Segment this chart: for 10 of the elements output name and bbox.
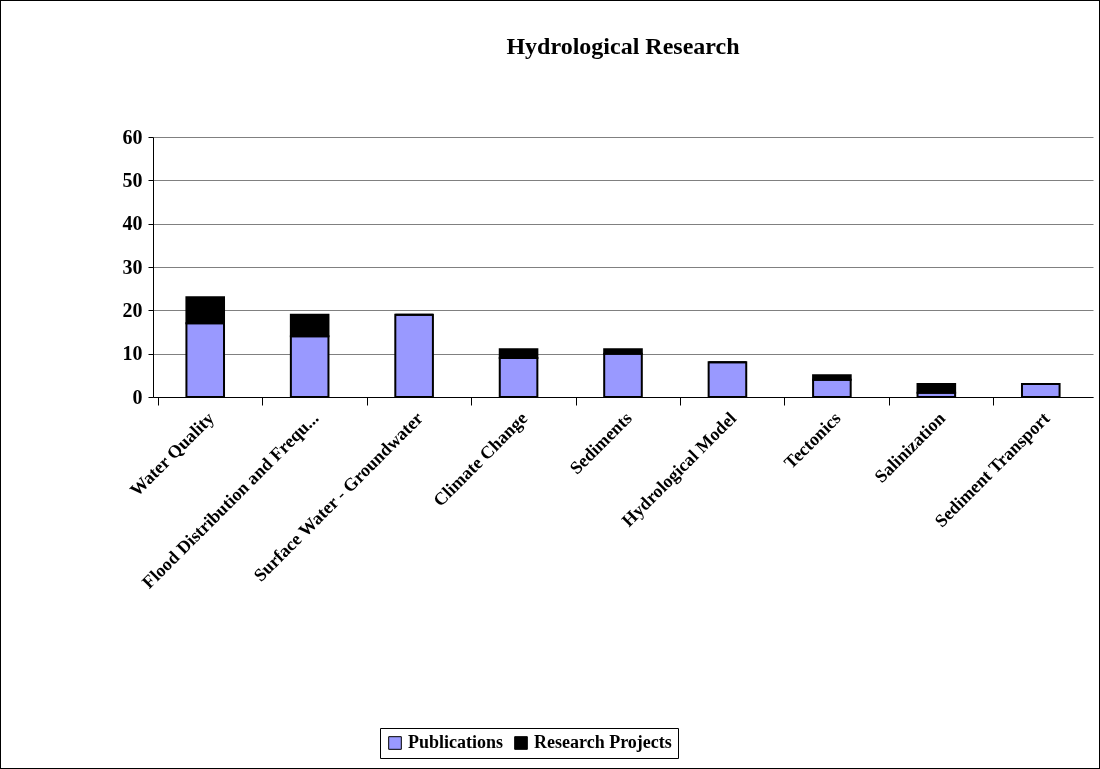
y-tick-label: 0 (132, 385, 143, 408)
y-tick-label: 60 (122, 125, 143, 148)
y-tick-label: 40 (122, 212, 143, 235)
chart-title: Hydrological Research (506, 33, 740, 59)
legend-label: Research Projects (534, 732, 672, 752)
legend-label: Publications (408, 732, 504, 752)
y-tick-label: 50 (122, 168, 143, 191)
y-tick-label: 30 (122, 255, 143, 278)
y-tick-label: 20 (122, 298, 143, 321)
y-tick-label: 10 (122, 342, 143, 365)
